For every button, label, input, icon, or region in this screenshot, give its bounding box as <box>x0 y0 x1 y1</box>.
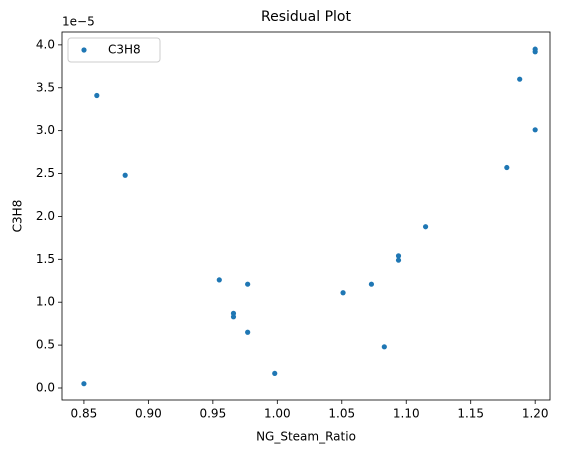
x-tick-label: 0.95 <box>199 407 226 421</box>
x-axis-label: NG_Steam_Ratio <box>256 430 356 444</box>
x-tick-label: 1.05 <box>328 407 355 421</box>
y-tick-label: 3.5 <box>36 80 55 94</box>
point <box>504 164 510 171</box>
plot-frame <box>61 31 551 401</box>
point <box>517 76 523 82</box>
point <box>245 329 251 335</box>
legend-label: C3H8 <box>108 43 141 57</box>
x-tick-label: 1.20 <box>522 407 549 421</box>
legend-marker <box>81 47 87 53</box>
point <box>395 253 402 259</box>
y-axis-label: C3H8 <box>11 200 25 233</box>
chart-title: Residual Plot <box>261 9 351 25</box>
point <box>230 314 237 320</box>
point <box>340 290 346 296</box>
y-tick-label: 4.0 <box>36 37 55 51</box>
point <box>81 381 87 387</box>
point <box>94 92 100 99</box>
y-tick-label: 1.5 <box>36 252 55 266</box>
point <box>532 49 538 55</box>
point <box>395 257 402 263</box>
point <box>245 281 251 287</box>
offset-text: 1e−5 <box>62 15 95 29</box>
point <box>381 344 387 350</box>
point <box>272 370 278 377</box>
point <box>532 127 538 133</box>
y-tick-label: 3.0 <box>36 123 55 137</box>
y-tick-label: 2.5 <box>36 166 55 180</box>
x-tick-label: 1.00 <box>264 407 291 421</box>
point <box>368 281 375 287</box>
point <box>122 172 128 178</box>
y-tick-label: 0.0 <box>36 380 55 394</box>
y-tick-label: 1.0 <box>36 295 55 309</box>
y-tick-label: 2.0 <box>36 209 55 223</box>
x-tick-label: 1.15 <box>457 407 484 421</box>
x-tick-label: 0.85 <box>71 407 98 421</box>
point <box>216 277 222 283</box>
x-tick-label: 1.10 <box>393 407 420 421</box>
x-tick-label: 0.90 <box>135 407 162 421</box>
point <box>422 224 429 230</box>
legend-box <box>67 37 161 63</box>
y-tick-label: 0.5 <box>36 338 55 352</box>
